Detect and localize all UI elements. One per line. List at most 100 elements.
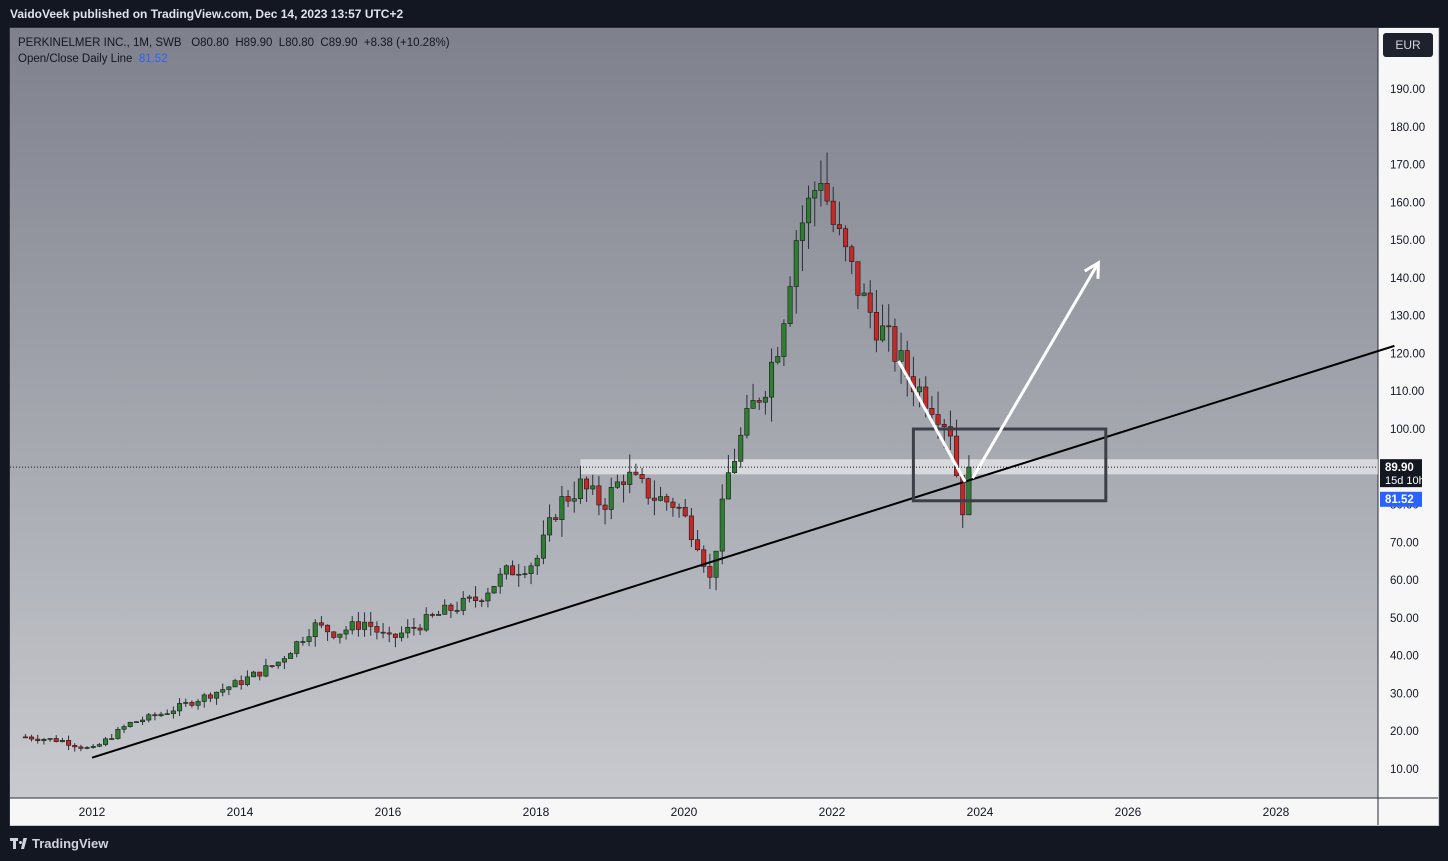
- candle-down: [72, 745, 78, 748]
- candle-up: [917, 386, 923, 393]
- candle-up: [454, 610, 460, 612]
- drawings-layer: [10, 260, 1395, 759]
- y-tick-label: 180.00: [1390, 122, 1425, 134]
- candle-down: [596, 485, 602, 506]
- price-axis: 190.00 180.00 170.00 160.00 150.00 140.00 130.…: [1390, 84, 1425, 776]
- candle-up: [442, 604, 448, 615]
- x-tick-label: 2020: [671, 805, 698, 819]
- candle-up: [195, 701, 201, 706]
- candle-up: [288, 653, 294, 659]
- countdown-value: 15d 10h: [1385, 475, 1425, 487]
- candle-down: [35, 738, 41, 741]
- candle-up: [559, 496, 565, 520]
- candle-up: [491, 585, 497, 594]
- tradingview-logo[interactable]: TradingView: [10, 836, 108, 851]
- candle-down: [257, 671, 263, 677]
- candle-up: [306, 636, 312, 642]
- candle-up: [590, 485, 596, 490]
- candle-down: [152, 714, 158, 717]
- candle-up: [775, 356, 781, 363]
- candle-up: [485, 592, 491, 602]
- candle-up: [47, 738, 53, 740]
- candle-down: [374, 626, 380, 633]
- candle-down: [386, 632, 392, 635]
- indicator-value: 81.52: [1385, 494, 1414, 506]
- candle-down: [867, 292, 873, 313]
- candle-down: [688, 515, 694, 541]
- candle-up: [103, 738, 109, 745]
- legend-open-label: O: [191, 37, 201, 49]
- candle-up: [497, 573, 503, 587]
- candle-down: [824, 182, 830, 202]
- candle-down: [53, 738, 59, 742]
- candle-down: [756, 400, 762, 403]
- candle-down: [929, 408, 935, 415]
- last-price-value: 89.90: [1385, 462, 1414, 474]
- candle-down: [886, 325, 892, 328]
- price-scale-background: [1378, 28, 1438, 798]
- candle-down: [651, 497, 657, 501]
- candle-up: [423, 614, 429, 631]
- candle-up: [281, 658, 287, 663]
- candle-up: [158, 713, 164, 717]
- candle-down: [78, 746, 84, 749]
- indicator-tag: [1380, 491, 1422, 507]
- candle-up: [109, 738, 115, 740]
- candle-up: [170, 710, 176, 714]
- legend-change: +8.38 (+10.28%): [363, 37, 450, 49]
- candle-down: [207, 694, 213, 699]
- y-tick-label: 20.00: [1390, 726, 1419, 738]
- candle-up: [522, 573, 528, 575]
- candle-up: [312, 622, 318, 638]
- legend-indicator-row: Open/Close Daily Line 81.52: [18, 51, 450, 67]
- candle-up: [244, 676, 250, 685]
- candle-down: [355, 621, 361, 630]
- candle-up: [226, 686, 232, 690]
- candle-up: [220, 689, 226, 693]
- candle-down: [269, 665, 275, 667]
- candle-up: [59, 740, 65, 742]
- candle-up: [738, 434, 744, 462]
- candle-down: [633, 471, 639, 475]
- candle-up: [460, 597, 466, 611]
- candle-down: [855, 261, 861, 296]
- candle-down: [479, 600, 485, 603]
- candle-up: [214, 691, 220, 699]
- legend-open: 80.80: [200, 37, 229, 49]
- candle-up: [750, 400, 756, 409]
- candle-down: [621, 481, 627, 485]
- candle-up: [799, 222, 805, 241]
- candle-up: [96, 744, 102, 747]
- x-tick-label: 2022: [819, 805, 846, 819]
- candle-down: [941, 423, 947, 427]
- candle-up: [725, 472, 731, 500]
- x-tick-label: 2018: [523, 805, 550, 819]
- x-tick-label: 2024: [967, 805, 994, 819]
- candle-up: [294, 641, 300, 654]
- candle-up: [713, 550, 719, 578]
- candle-up: [812, 190, 818, 199]
- candle-up: [880, 325, 886, 341]
- trendline: [91, 344, 1395, 759]
- candle-down: [565, 496, 571, 502]
- candle-up: [275, 661, 281, 667]
- candle-up: [787, 286, 793, 324]
- candle-up: [343, 629, 349, 635]
- x-tick-label: 2028: [1263, 805, 1290, 819]
- candle-up: [115, 728, 121, 739]
- legend-close-label: C: [320, 37, 329, 49]
- y-tick-label: 60.00: [1390, 575, 1419, 587]
- candle-up: [571, 498, 577, 502]
- arrow-head: [1083, 260, 1100, 279]
- candle-down: [417, 627, 423, 631]
- candle-down: [701, 549, 707, 567]
- candle-down: [392, 633, 398, 638]
- candle-down: [448, 604, 454, 611]
- currency-button[interactable]: EUR: [1383, 33, 1433, 57]
- candle-up: [966, 466, 972, 516]
- candle-up: [861, 292, 867, 296]
- candle-up: [466, 596, 472, 599]
- candle-up: [232, 680, 238, 688]
